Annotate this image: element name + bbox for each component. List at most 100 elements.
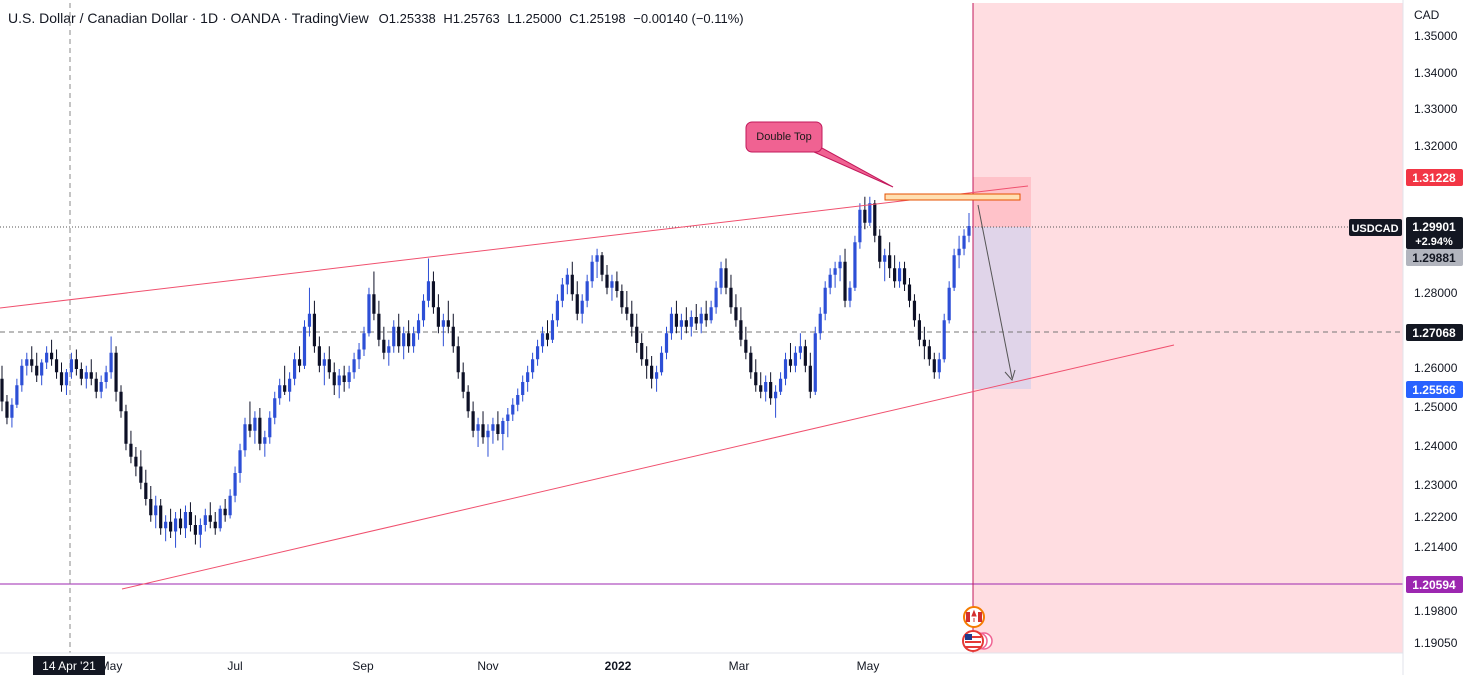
- candle-body: [476, 424, 480, 431]
- high-value: H1.25763: [443, 11, 500, 26]
- canada-flag-icon[interactable]: [963, 606, 985, 628]
- candle-body: [828, 274, 832, 288]
- candle-body: [734, 307, 738, 321]
- y-tick-label: 1.33000: [1414, 102, 1458, 116]
- candle-body: [25, 359, 29, 366]
- candle-body: [297, 359, 302, 366]
- candle-body: [198, 525, 202, 535]
- candle-body: [491, 424, 495, 431]
- candle-body: [20, 365, 24, 386]
- candle-body: [912, 300, 917, 321]
- candle-body: [164, 521, 168, 529]
- y-tick-label: 1.24000: [1414, 439, 1458, 453]
- candle-body: [674, 313, 679, 327]
- candle-body: [134, 456, 138, 467]
- candle-body: [213, 521, 217, 529]
- candle-body: [645, 359, 649, 366]
- candle-body: [957, 248, 961, 256]
- candle-body: [907, 284, 912, 301]
- x-tick-label: Sep: [352, 659, 374, 673]
- y-tick-label: 1.22200: [1414, 510, 1458, 524]
- channel-lower-line[interactable]: [121, 344, 1175, 590]
- candle-body: [35, 365, 39, 376]
- candle-body: [362, 333, 366, 350]
- candle-body: [664, 333, 669, 353]
- candle-body: [729, 287, 733, 308]
- candle-body: [585, 281, 589, 301]
- support-price-badge: [1406, 576, 1463, 593]
- candle-body: [173, 518, 178, 532]
- y-tick-label: 1.19800: [1414, 604, 1458, 618]
- ohlc-readout: O1.25338 H1.25763 L1.25000 C1.25198 −0.0…: [379, 11, 748, 26]
- y-tick-label: 1.35000: [1414, 29, 1458, 43]
- candle-body: [263, 437, 267, 444]
- candle-body: [937, 359, 941, 373]
- candle-body: [40, 362, 44, 376]
- candle-body: [327, 359, 331, 373]
- candle-body: [535, 346, 540, 360]
- candle-body: [709, 307, 713, 321]
- y-tick-label: 1.28000: [1414, 286, 1458, 300]
- candle-body: [610, 281, 614, 288]
- us-flag-icon[interactable]: [962, 630, 993, 652]
- x-tick-label: May: [100, 659, 123, 673]
- candle-body: [545, 333, 550, 340]
- chart-legend: U.S. Dollar / Canadian Dollar · 1D · OAN…: [8, 10, 748, 26]
- candle-body: [699, 313, 703, 324]
- projection-arrow-line[interactable]: [977, 204, 1013, 379]
- candle-body: [501, 421, 505, 434]
- candle-body: [788, 359, 793, 366]
- y-tick-label: 1.34000: [1414, 66, 1458, 80]
- candle-body: [283, 385, 287, 392]
- candle-body: [183, 512, 188, 529]
- candle-body: [714, 287, 718, 308]
- candle-body: [486, 430, 490, 438]
- double-top-callout[interactable]: [745, 121, 823, 153]
- x-tick-label: May: [857, 659, 880, 673]
- position-target-zone: [973, 227, 1031, 389]
- candle-body: [124, 411, 128, 444]
- x-axis-ticks: May Jul Sep Nov 2022 Mar May: [100, 659, 880, 673]
- candle-body: [778, 378, 783, 392]
- candle-body: [719, 268, 723, 288]
- candle-body: [560, 284, 564, 301]
- candle-body: [511, 404, 515, 415]
- position-stop-zone: [973, 177, 1031, 227]
- candle-body: [506, 414, 510, 421]
- candle-body: [679, 320, 683, 327]
- candle-body: [382, 339, 386, 353]
- open-value: O1.25338: [378, 11, 436, 26]
- double-top-rectangle[interactable]: [884, 193, 1021, 201]
- candle-body: [79, 369, 83, 379]
- candle-body: [347, 372, 351, 382]
- candle-series: [0, 196, 971, 548]
- candle-body: [59, 372, 64, 386]
- stop-zone-background: [973, 3, 1403, 653]
- candle-body: [74, 359, 78, 369]
- candle-body: [803, 346, 807, 366]
- symbol-badge-text: USDCAD: [1351, 223, 1398, 235]
- candle-body: [654, 372, 659, 379]
- target-price-badge: [1406, 381, 1463, 398]
- candle-body: [883, 255, 887, 262]
- candle-body: [749, 352, 753, 373]
- low-value: L1.25000: [507, 11, 562, 26]
- y-tick-label: 1.19050: [1414, 636, 1458, 650]
- candle-body: [149, 499, 153, 516]
- channel-upper-line[interactable]: [0, 185, 1029, 309]
- candle-body: [45, 352, 49, 363]
- x-tick-label: Nov: [477, 659, 498, 673]
- candle-body: [169, 521, 173, 532]
- candle-body: [64, 372, 69, 386]
- crosshair-date-badge: [33, 656, 105, 675]
- candle-body: [625, 307, 629, 314]
- x-tick-label: 2022: [605, 659, 632, 673]
- candle-body: [590, 261, 594, 282]
- candle-body: [129, 443, 133, 457]
- candle-body: [159, 505, 163, 529]
- target-price-text: 1.25566: [1412, 383, 1456, 397]
- candle-body: [15, 385, 19, 405]
- candle-body: [54, 359, 59, 373]
- candle-body: [317, 346, 321, 366]
